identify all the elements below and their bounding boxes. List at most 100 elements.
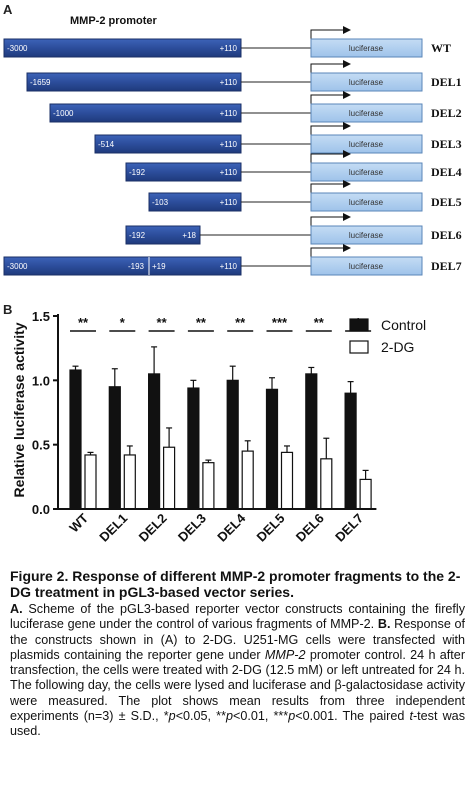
caption-b-label: B. [377, 617, 391, 632]
fragment-start-position: -514 [98, 140, 115, 149]
luciferase-label: luciferase [349, 231, 384, 240]
bar-control [69, 369, 82, 510]
caption-t-test-end: -test was used. [10, 709, 465, 739]
caption-b-text-1: Response of the constructs shown in (A) … [10, 617, 466, 662]
caption-gene-name: MMP-2 [264, 647, 306, 662]
fragment-end-position: +110 [220, 109, 238, 118]
significance-stars: ** [78, 315, 89, 330]
luciferase-box [310, 38, 423, 58]
significance-stars: ** [314, 315, 325, 330]
construct-name: DEL7 [431, 259, 462, 273]
transcription-start-arrow [310, 26, 351, 40]
bar-2dg [280, 451, 294, 510]
panel-b-bar-chart: B Relative luciferase activity 0.0 0.5 1.0… [3, 302, 426, 545]
chart-legend: Control 2-DG [349, 317, 426, 355]
luciferase-box [310, 162, 423, 182]
figure-caption: Figure 2. Response of different MMP-2 pr… [10, 568, 465, 740]
junction-left-position: -193 [128, 262, 145, 271]
fragment-start-position: -3000 [7, 262, 28, 271]
luciferase-label: luciferase [349, 44, 384, 53]
fragment-end-position: +110 [220, 78, 238, 87]
construct-list: -3000 +110 luciferase WT -1659 +110 luciferase… [3, 26, 462, 276]
construct-row-del4: -192 +110 luciferase DEL4 [125, 150, 462, 182]
luciferase-box [310, 103, 423, 123]
fragment-start-position: -3000 [7, 44, 28, 53]
fragment-start-position: -103 [152, 198, 169, 207]
promoter-fragment-bar [3, 38, 242, 58]
luciferase-label: luciferase [349, 78, 384, 87]
x-tick-label: WT [66, 510, 91, 535]
construct-row-del6: -192 +18 luciferase DEL6 [125, 213, 462, 245]
bar-control [187, 387, 200, 510]
caption-p-symbol-3: p [288, 709, 296, 724]
transcription-start-arrow [310, 60, 351, 74]
fragment-end-position: +110 [220, 198, 238, 207]
bar-control [226, 379, 239, 510]
x-tick-label: DEL7 [332, 511, 366, 545]
legend-swatch [349, 318, 369, 332]
construct-name: DEL6 [431, 228, 462, 242]
x-tick-label: DEL4 [214, 510, 249, 545]
luciferase-box [310, 192, 423, 212]
fragment-start-position: -192 [129, 231, 146, 240]
y-axis-label: Relative luciferase activity [11, 322, 27, 497]
luciferase-box [310, 256, 423, 276]
panel-a-construct-scheme: A MMP-2 promoter -3000 +110 luciferase WT -1… [3, 2, 462, 276]
construct-name: DEL5 [431, 195, 462, 209]
bar-2dg [359, 478, 372, 510]
caption-body: A. Scheme of the pGL3-based reporter vec… [10, 602, 465, 740]
legend-label: 2-DG [381, 339, 414, 355]
fragment-start-position: -1659 [30, 78, 51, 87]
y-tick-label: 1.0 [32, 373, 50, 388]
luciferase-label: luciferase [349, 140, 384, 149]
x-tick-label: DEL2 [136, 511, 170, 545]
caption-t-symbol: t [409, 709, 413, 724]
y-tick-label: 1.5 [32, 309, 50, 324]
transcription-start-arrow [310, 150, 351, 164]
x-tick-label: DEL3 [175, 511, 209, 545]
transcription-start-arrow [310, 213, 351, 227]
caption-threshold-1: <0.05, ** [175, 709, 226, 724]
bar-2dg [84, 454, 97, 510]
construct-row-wt: -3000 +110 luciferase WT [3, 26, 451, 58]
caption-threshold-2: <0.01, *** [233, 709, 289, 724]
fragment-end-position: +18 [182, 231, 196, 240]
bar-2dg [202, 462, 215, 510]
luciferase-box [310, 134, 423, 154]
fragment-start-position: -192 [129, 168, 146, 177]
caption-a-label: A. [10, 602, 23, 616]
construct-name: DEL1 [431, 75, 462, 89]
y-tick-label: 0.5 [32, 438, 50, 453]
bar-2dg [163, 446, 176, 510]
luciferase-box [310, 225, 423, 245]
luciferase-box [310, 72, 423, 92]
y-tick-label: 0.0 [32, 502, 50, 517]
construct-row-del3: -514 +110 luciferase DEL3 [94, 122, 462, 154]
luciferase-label: luciferase [349, 262, 384, 271]
x-tick-label: DEL5 [254, 511, 288, 545]
construct-name: DEL4 [431, 165, 462, 179]
significance-stars: ** [235, 315, 246, 330]
caption-threshold-3: <0.001. The paired [295, 709, 405, 724]
fragment-end-position: +110 [220, 168, 238, 177]
construct-name: DEL3 [431, 137, 462, 151]
promoter-fragment-bar [26, 72, 242, 92]
chart-plot-area: 0.0 0.5 1.0 1.5 ** WT * DEL1 ** DEL2 ** DEL3 ** DEL4 *… [32, 309, 377, 545]
transcription-start-arrow [310, 122, 351, 136]
caption-p-symbol-2: p [225, 709, 233, 724]
luciferase-label: luciferase [349, 198, 384, 207]
bar-control [148, 373, 161, 510]
legend-label: Control [381, 317, 426, 333]
fragment-end-position: +110 [220, 262, 238, 271]
panel-b-letter: B [3, 302, 12, 317]
construct-name: DEL2 [431, 106, 462, 120]
significance-stars: ** [157, 315, 168, 330]
bar-2dg [320, 458, 333, 510]
construct-row-del2: -1000 +110 luciferase DEL2 [49, 91, 462, 123]
bar-control [305, 373, 318, 510]
promoter-fragment-bar [49, 103, 242, 123]
fragment-start-position: -1000 [53, 109, 74, 118]
panel-a-title: MMP-2 promoter [70, 15, 158, 27]
caption-a-text: Scheme of the pGL3-based reporter vector… [10, 602, 465, 632]
construct-row-del7: -3000 +110 -193 +19 luciferase DEL7 [3, 244, 462, 276]
